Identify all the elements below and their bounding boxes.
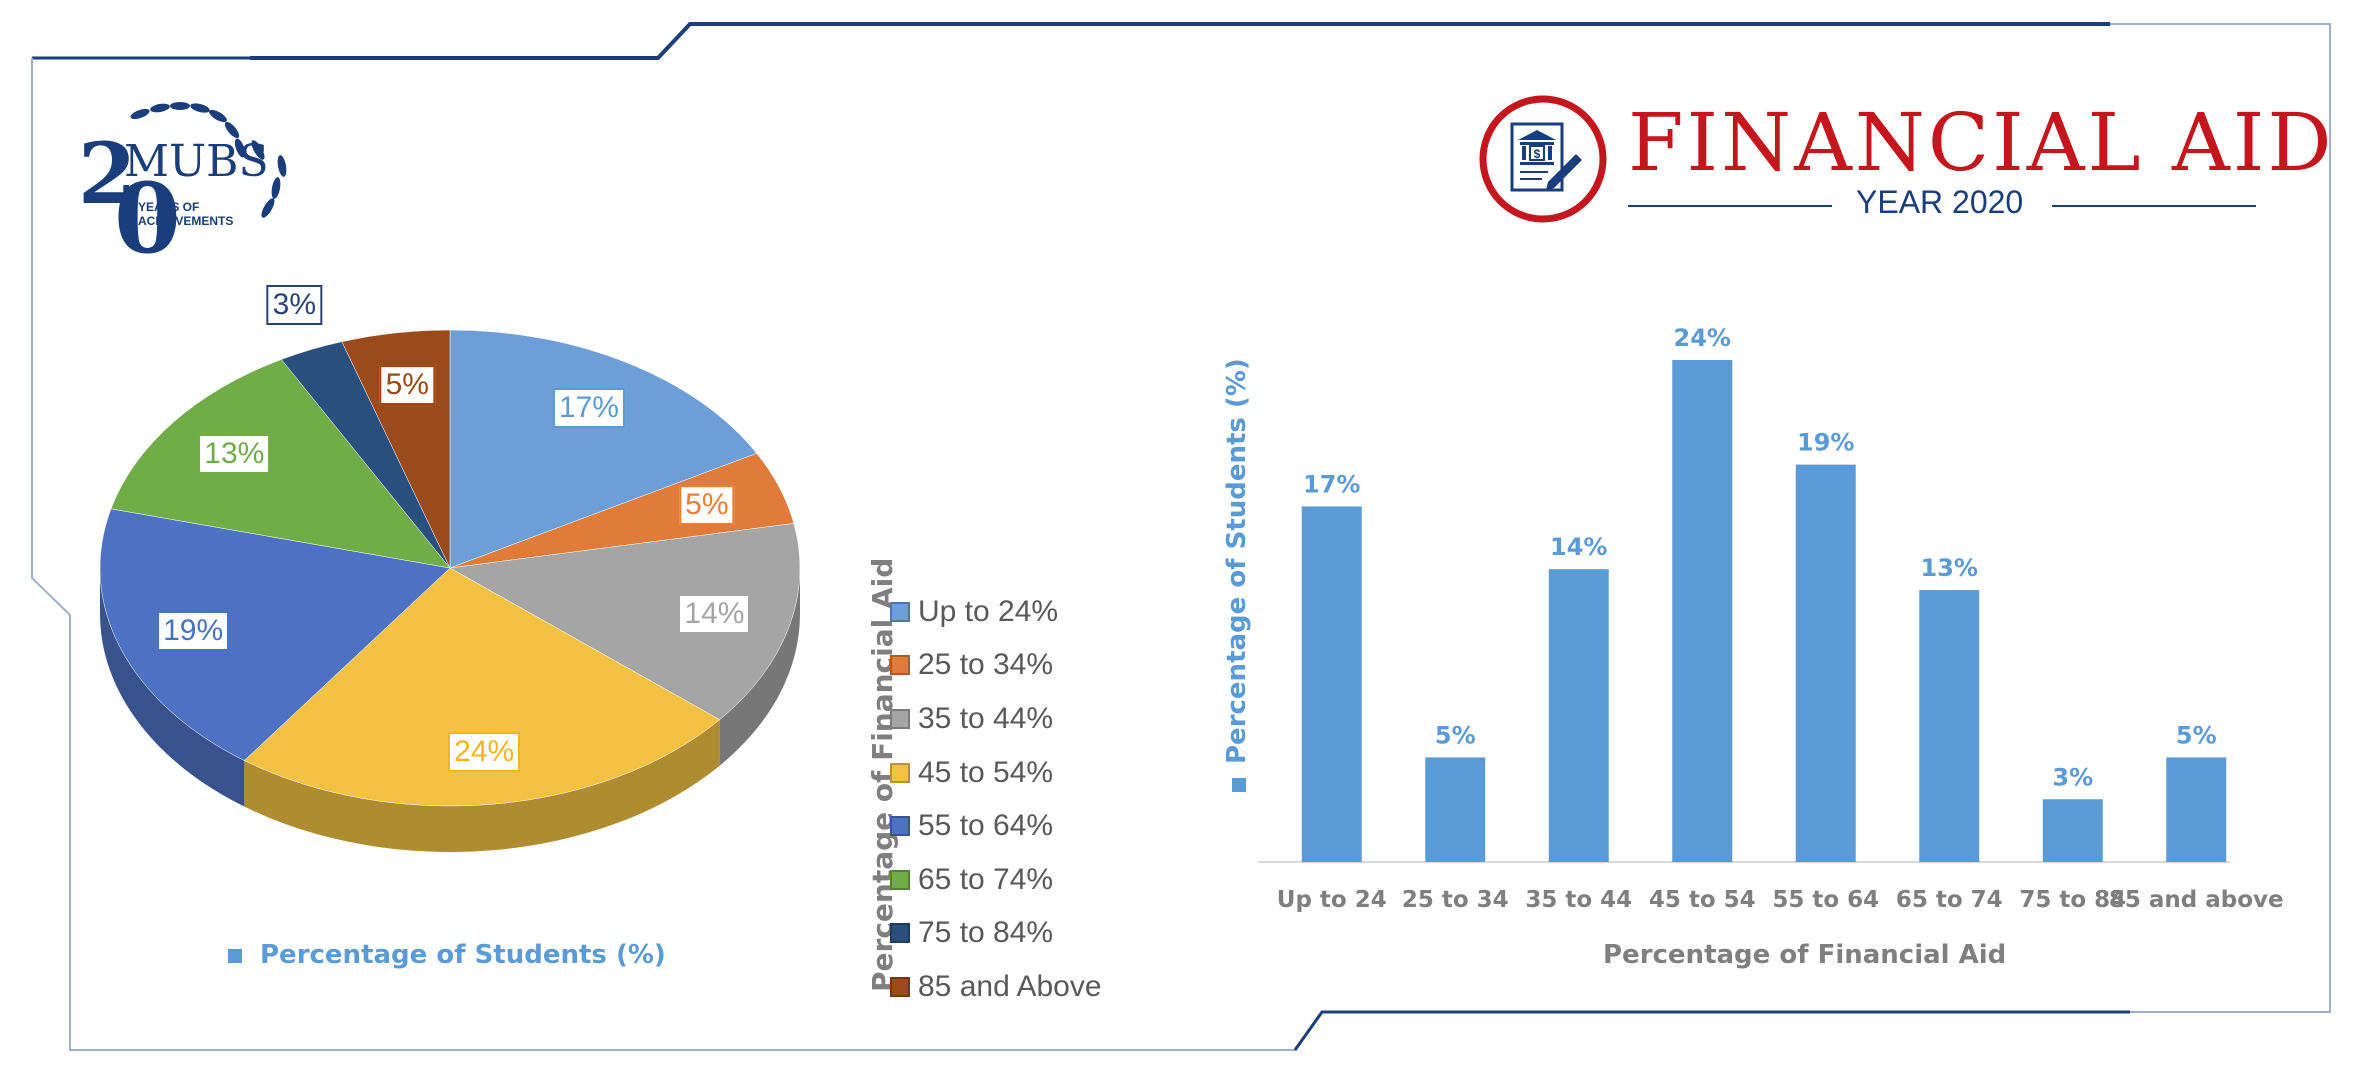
bar-85-and-above [2166, 757, 2227, 862]
legend-item: 55 to 64% [890, 799, 1102, 853]
bar-55-to-64 [1795, 464, 1856, 862]
bar-category-label: 85 and above [2109, 887, 2284, 913]
legend-label: 45 to 54% [918, 755, 1054, 789]
bar-category-label: 25 to 34 [1402, 887, 1509, 913]
pie-data-label: 5% [679, 485, 735, 526]
bar-category-label: 75 to 84 [2019, 887, 2126, 913]
legend-item: 75 to 84% [890, 907, 1102, 961]
bar-data-label: 14% [1550, 533, 1607, 561]
pie-data-label: 17% [552, 388, 625, 429]
bar-65-to-74 [1919, 590, 1980, 862]
legend-item: 35 to 44% [890, 692, 1102, 746]
pie-slice-up-to-24- [449, 329, 758, 569]
legend-swatch [890, 923, 910, 944]
pie-series-title: Percentage of Students (%) [228, 940, 666, 970]
pie-data-label: 19% [157, 610, 230, 651]
pie-chart [99, 329, 801, 852]
bar-y-axis-label: Percentage of Students (%) [1222, 358, 1252, 764]
bar-chart: 17% Up to 24 5% 25 to 34 14% 35 to 44 24% 45 to… [1258, 324, 2284, 913]
legend-item: 85 and Above [890, 960, 1102, 1014]
bar-45-to-54 [1672, 360, 1733, 862]
page-subtitle: YEAR 2020 [1856, 184, 2024, 220]
legend-label: 35 to 44% [918, 701, 1054, 735]
pie-data-label: 24% [448, 732, 521, 773]
pie-slice-side [244, 719, 720, 852]
bar-category-label: Up to 24 [1277, 887, 1387, 913]
laurel-icon [130, 102, 287, 218]
legend-item: Up to 24% [890, 585, 1102, 639]
pie-legend: Up to 24% 25 to 34% 35 to 44% 45 to 54% 55 t… [890, 585, 1102, 1014]
bar-data-label: 17% [1303, 470, 1360, 498]
pie-data-label: 13% [198, 434, 271, 475]
page-title: FINANCIAL AID [1628, 96, 2335, 189]
bar-data-label: 13% [1921, 554, 1978, 582]
legend-swatch [890, 762, 910, 783]
legend-item: 65 to 74% [890, 853, 1102, 907]
legend-label: 65 to 74% [918, 862, 1054, 896]
bar-25-to-34 [1425, 757, 1486, 862]
legend-swatch [890, 976, 910, 997]
bar-data-label: 3% [2052, 763, 2093, 791]
title-divider-right [2052, 205, 2256, 207]
legend-swatch [890, 869, 910, 890]
legend-label: 25 to 34% [918, 648, 1054, 682]
bar-data-label: 19% [1797, 429, 1854, 457]
pie-slice-side [99, 568, 245, 807]
logo-tagline-1: YEARS OF [138, 200, 200, 214]
logo-tagline-2: ACHIEVEMENTS [138, 214, 234, 228]
legend-swatch [890, 601, 910, 622]
legend-item: 45 to 54% [890, 746, 1102, 800]
legend-label: Up to 24% [918, 594, 1059, 628]
bar-category-label: 55 to 64 [1772, 887, 1879, 913]
logo-numeral-two: 2 [78, 124, 137, 223]
pie-slice-side [719, 568, 800, 766]
bar-up-to-24 [1301, 506, 1362, 862]
legend-label: 55 to 64% [918, 809, 1054, 843]
pie-slice-65-to-74- [110, 359, 451, 569]
pie-slice-45-to-54- [243, 567, 721, 807]
svg-text:$: $ [1534, 147, 1541, 161]
bank-document-pen-icon: $ [1479, 95, 1607, 223]
pie-data-label: 14% [678, 594, 751, 635]
pie-data-label: 3% [266, 285, 322, 326]
mubs-20-years-logo: 2 0 MUBS YEARS OF ACHIEVEMENTS [78, 96, 298, 275]
title-divider-left [1628, 205, 1832, 207]
bar-75-to-84 [2042, 799, 2103, 862]
bar-category-label: 45 to 54 [1649, 887, 1756, 913]
bar-data-label: 5% [2176, 721, 2217, 749]
bar-series-swatch [1232, 778, 1246, 792]
bar-category-label: 35 to 44 [1525, 887, 1632, 913]
legend-swatch [890, 655, 910, 676]
logo-numeral-zero: 0 [114, 162, 181, 275]
legend-label: 75 to 84% [918, 916, 1054, 950]
pie-series-swatch [228, 948, 242, 963]
pie-slice-35-to-44- [449, 523, 801, 721]
legend-swatch [890, 708, 910, 729]
bar-35-to-44 [1548, 569, 1609, 862]
legend-label: 85 and Above [918, 969, 1102, 1003]
bar-category-label: 65 to 74 [1896, 887, 2003, 913]
pie-slice-55-to-64- [99, 508, 451, 761]
bar-data-label: 24% [1674, 324, 1731, 352]
pie-data-label: 5% [379, 364, 435, 405]
legend-item: 25 to 34% [890, 639, 1102, 693]
legend-swatch [890, 816, 910, 837]
logo-mubs-text: MUBS [124, 136, 269, 187]
bar-data-label: 5% [1435, 721, 1476, 749]
bar-x-axis-label: Percentage of Financial Aid [1603, 940, 2007, 970]
